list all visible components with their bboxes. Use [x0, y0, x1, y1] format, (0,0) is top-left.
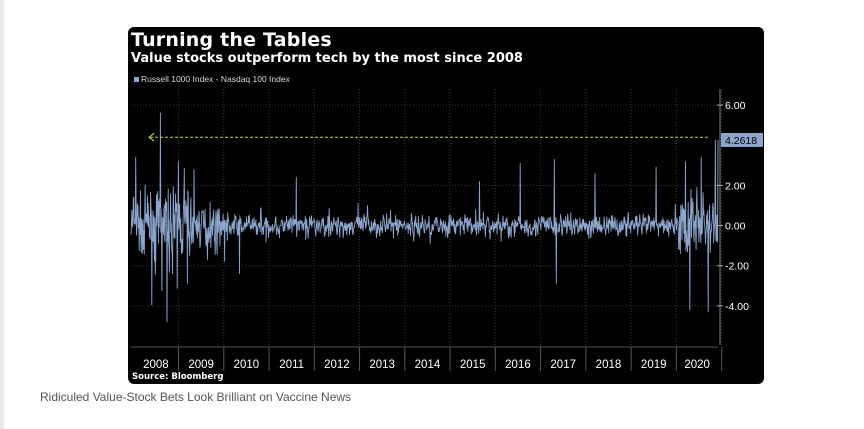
y-tick-label: -2.00: [725, 261, 749, 273]
reference-arrow-head: [148, 132, 155, 142]
x-tick-label: 2010: [234, 359, 260, 371]
x-tick-label: 2012: [324, 359, 350, 371]
x-tick-label: 2014: [415, 359, 441, 371]
x-tick-label: 2015: [460, 359, 486, 371]
chart-card: Turning the Tables Value stocks outperfo…: [128, 27, 764, 384]
x-tick-label: 2013: [369, 359, 395, 371]
plot-area: 2008 2009 2010 2011 2012 2013 2014 2015 2016 2017…: [130, 89, 763, 371]
x-tick-label: 2017: [550, 359, 576, 371]
x-tick-label: 2008: [143, 359, 169, 371]
page-left-rule: [0, 0, 4, 429]
series-line: [130, 112, 719, 323]
chart-source: Source: Bloomberg: [132, 372, 224, 382]
y-tick-label: -4.00: [725, 301, 749, 313]
x-tick-label: 2020: [684, 359, 710, 371]
image-caption: Ridiculed Value-Stock Bets Look Brillian…: [40, 390, 352, 404]
legend-label: Russell 1000 Index - Nasdaq 100 Index: [141, 74, 290, 84]
chart-subtitle: Value stocks outperform tech by the most…: [131, 51, 523, 66]
x-tick-label: 2011: [279, 359, 304, 371]
x-tick-label: 2016: [505, 359, 531, 371]
last-value-label: 4.2618: [725, 135, 757, 147]
y-tick-label: 6.00: [725, 100, 746, 112]
last-value-tag: [721, 132, 763, 147]
legend-swatch: [134, 76, 139, 82]
y-tick-label: 2.00: [725, 180, 746, 192]
x-tick-label: 2019: [641, 359, 667, 371]
y-tick-label: 0.00: [725, 221, 746, 233]
x-tick-label: 2009: [188, 359, 214, 371]
chart-legend: Russell 1000 Index - Nasdaq 100 Index: [134, 74, 290, 84]
x-tick-label: 2018: [596, 359, 622, 371]
chart-title: Turning the Tables: [131, 29, 332, 51]
